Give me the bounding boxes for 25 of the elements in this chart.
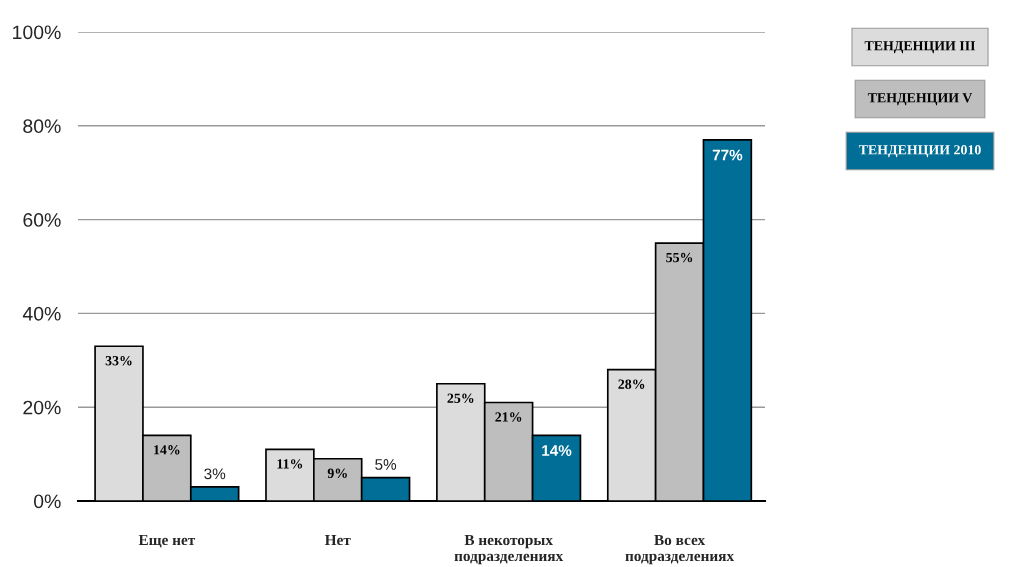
data-label: 25% — [447, 393, 474, 403]
data-label: 9% — [327, 468, 347, 478]
x-tick-label: Еще нет — [138, 534, 196, 548]
y-tick-label: 40% — [22, 306, 61, 321]
data-label: 14% — [154, 445, 180, 455]
y-tick-label: 100% — [13, 25, 61, 40]
data-label: 14% — [542, 445, 572, 456]
text: ТЕНДЕНЦИИ III — [864, 41, 976, 54]
data-label: 21% — [495, 412, 522, 422]
data-label: 5% — [375, 459, 397, 470]
text: ТЕНДЕНЦИИ 2010 — [858, 145, 981, 158]
x-tick-label: В некоторых подразделениях — [454, 534, 564, 565]
data-label: 55% — [666, 252, 693, 263]
y-tick-label: 0% — [33, 494, 61, 509]
data-label: 3% — [204, 468, 226, 480]
y-tick-label: 80% — [23, 119, 61, 134]
y-tick-label: 60% — [23, 213, 61, 227]
data-label: 11% — [277, 459, 303, 469]
data-label: 77% — [712, 149, 743, 161]
text: ТЕНДЕНЦИИ V — [867, 93, 973, 106]
x-tick-label: Нет — [324, 534, 351, 546]
x-tick-label: Во всех подразделениях — [625, 534, 735, 565]
data-label: 33% — [105, 356, 132, 366]
y-tick-label: 20% — [23, 400, 61, 415]
data-label: 28% — [618, 379, 645, 389]
